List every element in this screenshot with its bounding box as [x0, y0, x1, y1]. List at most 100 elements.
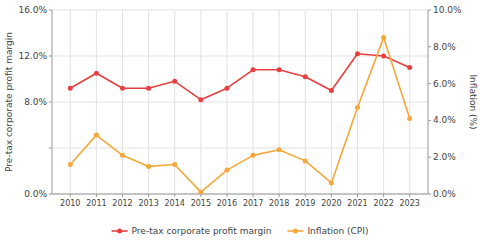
- y-axis-title: Pre-tax corporate profit margin: [4, 32, 14, 172]
- series-point: [172, 162, 177, 167]
- grid: [52, 10, 428, 194]
- x-tick: [70, 194, 71, 197]
- series-point: [198, 190, 203, 194]
- y2-tick-label: 2.0%: [433, 152, 456, 162]
- series-point: [329, 88, 334, 93]
- x-tick-label: 2010: [60, 199, 80, 208]
- x-tick: [200, 194, 201, 197]
- series-point: [120, 86, 125, 91]
- grid-line-y: [52, 148, 428, 149]
- y-tick-label: 16.0%: [18, 5, 47, 15]
- series-point: [198, 97, 203, 102]
- y2-tick-label: 6.0%: [433, 79, 456, 89]
- series-line: [70, 38, 409, 193]
- x-tick: [253, 194, 254, 197]
- grid-line-x: [253, 10, 254, 194]
- grid-line-y: [52, 102, 428, 103]
- y-tick: [49, 56, 52, 57]
- legend-item: Pre-tax corporate profit margin: [112, 226, 272, 236]
- series-point: [303, 158, 308, 163]
- chart: 2010201120122013201420152016201720182019…: [0, 0, 480, 240]
- series-point: [277, 147, 282, 152]
- x-tick-label: 2023: [400, 199, 420, 208]
- x-tick-label: 2011: [86, 199, 106, 208]
- series-point: [355, 105, 360, 110]
- grid-line-x: [122, 10, 123, 194]
- series-point: [355, 51, 360, 56]
- series-point: [381, 54, 386, 59]
- y2-tick-label: 0.0%: [433, 189, 456, 199]
- series-point: [407, 65, 412, 70]
- series-point: [146, 86, 151, 91]
- series-point: [251, 67, 256, 72]
- x-tick-label: 2016: [217, 199, 237, 208]
- legend: Pre-tax corporate profit margin Inflation…: [112, 226, 369, 236]
- y-tick: [49, 102, 52, 103]
- y-tick-label: 8.0%: [24, 97, 47, 107]
- series-point: [407, 116, 412, 121]
- series-point: [224, 168, 229, 173]
- y2-tick: [428, 10, 431, 11]
- series-line: [70, 54, 409, 100]
- series-point: [120, 153, 125, 158]
- x-tick: [357, 194, 358, 197]
- x-tick-label: 2015: [191, 199, 211, 208]
- y-tick-label: 0.0%: [24, 189, 47, 199]
- x-tick: [305, 194, 306, 197]
- x-tick: [174, 194, 175, 197]
- series-point: [303, 74, 308, 79]
- series-point: [68, 86, 73, 91]
- y2-tick: [428, 83, 431, 84]
- legend-marker: [293, 229, 298, 234]
- series-point: [146, 164, 151, 169]
- y2-tick: [428, 194, 431, 195]
- x-tick: [148, 194, 149, 197]
- grid-line-x: [409, 10, 410, 194]
- grid-line-x: [226, 10, 227, 194]
- legend-marker: [117, 229, 122, 234]
- x-tick-label: 2020: [321, 199, 341, 208]
- y2-tick: [428, 157, 431, 158]
- y2-tick-label: 10.0%: [433, 5, 462, 15]
- y2-tick: [428, 120, 431, 121]
- series-point: [329, 180, 334, 185]
- x-tick: [383, 194, 384, 197]
- x-tick-label: 2012: [112, 199, 132, 208]
- y2-axis-title: Inflation (%): [468, 74, 478, 129]
- y-tick: [49, 148, 52, 149]
- series-point: [277, 67, 282, 72]
- series: [68, 35, 412, 194]
- x-tick: [409, 194, 410, 197]
- y2-tick-label: 8.0%: [433, 42, 456, 52]
- x-tick-label: 2018: [269, 199, 289, 208]
- x-tick-label: 2021: [347, 199, 367, 208]
- series-point: [172, 79, 177, 84]
- y-tick: [49, 194, 52, 195]
- x-axis-line: [52, 194, 428, 195]
- series-point: [94, 71, 99, 76]
- grid-line-x: [331, 10, 332, 194]
- y2-tick-label: 4.0%: [433, 115, 456, 125]
- x-tick-label: 2014: [165, 199, 185, 208]
- x-tick-label: 2022: [373, 199, 393, 208]
- y-tick-label: 12.0%: [18, 51, 47, 61]
- y-tick: [49, 10, 52, 11]
- y2-axis-line: [428, 10, 429, 194]
- axes: 2010201120122013201420152016201720182019…: [18, 5, 462, 208]
- grid-line-x: [279, 10, 280, 194]
- series-point: [224, 86, 229, 91]
- y2-tick: [428, 46, 431, 47]
- series-point: [94, 133, 99, 138]
- series: [68, 51, 412, 102]
- legend-item: Inflation (CPI): [287, 226, 368, 236]
- x-tick: [122, 194, 123, 197]
- grid-line-y: [52, 194, 428, 195]
- series-point: [251, 153, 256, 158]
- grid-line-x: [96, 10, 97, 194]
- x-tick-label: 2013: [138, 199, 158, 208]
- grid-line-x: [357, 10, 358, 194]
- legend-label: Pre-tax corporate profit margin: [132, 226, 272, 236]
- x-tick-label: 2017: [243, 199, 263, 208]
- x-tick: [279, 194, 280, 197]
- legend-label: Inflation (CPI): [307, 226, 368, 236]
